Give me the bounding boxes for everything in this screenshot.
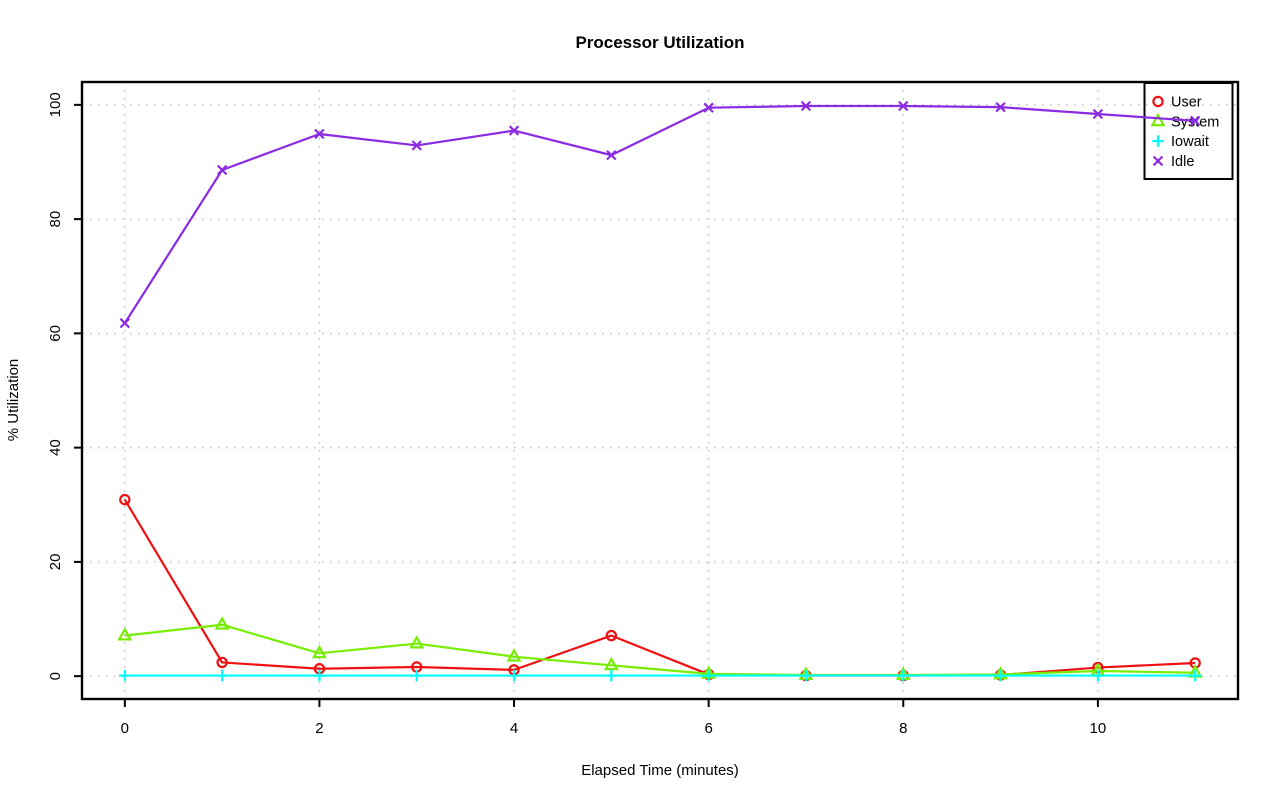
series-user-point (216, 656, 228, 669)
marker-x-2 (411, 140, 422, 151)
marker-x-2 (703, 102, 714, 113)
series-user-point (119, 493, 131, 506)
legend-marker-user (1152, 95, 1164, 108)
series-idle-point (800, 100, 812, 112)
series-iowait-point (1092, 669, 1104, 682)
y-tick-label: 40 (47, 439, 64, 456)
marker-triangle (506, 648, 522, 662)
x-tick-label: 2 (315, 720, 323, 737)
x-axis-ticks: 0 2 4 6 8 10 (121, 699, 1107, 737)
legend-marker-iowait (1152, 135, 1164, 147)
series-iowait-point (605, 669, 618, 682)
x-tick-label: 0 (121, 720, 129, 737)
marker-triangle (311, 644, 327, 659)
x-tick-label: 8 (899, 720, 907, 737)
x-axis-label: Elapsed Time (minutes) (581, 762, 739, 779)
series-idle-point (995, 101, 1006, 113)
series-idle-point (703, 102, 714, 113)
series-idle-point (898, 100, 909, 112)
marker-x-2 (800, 100, 812, 112)
marker-x-2 (508, 125, 520, 136)
plot-box (80, 80, 1240, 701)
series-iowait-point (508, 669, 520, 682)
marker-x-2 (1092, 108, 1104, 120)
marker-x-2 (119, 317, 130, 329)
marker-triangle (117, 627, 133, 641)
series-idle-point (1092, 108, 1104, 120)
series-layer (117, 100, 1203, 682)
marker-triangle (214, 616, 230, 630)
series-idle-point (606, 149, 617, 161)
marker-x-2 (1190, 115, 1201, 127)
series-idle-line (123, 104, 1196, 324)
legend-label-iowait: Iowait (1171, 134, 1209, 150)
series-iowait-point (216, 669, 228, 682)
marker-circle (216, 656, 228, 669)
series-system-point (603, 656, 619, 671)
y-axis-ticks: 0 20 40 60 80 100 (47, 92, 82, 680)
y-axis-label: % Utilization (5, 359, 22, 442)
series-iowait-point (119, 669, 131, 682)
marker-triangle (409, 635, 425, 649)
chart-title: Processor Utilization (575, 33, 744, 52)
series-iowait-point (994, 669, 1007, 682)
series-iowait-point (897, 669, 910, 682)
series-system-point (311, 644, 327, 659)
series-system-point (117, 627, 133, 641)
series-iowait-point (313, 669, 326, 682)
x-tick-label: 4 (510, 720, 518, 737)
legend-marker-system (1150, 112, 1166, 127)
marker-x-2 (606, 149, 617, 161)
marker-x-2 (216, 164, 228, 176)
series-idle-point (314, 128, 325, 140)
series-idle-point (508, 125, 520, 136)
marker-circle (605, 629, 618, 642)
series-idle-point (119, 317, 130, 329)
series-system-point (506, 648, 522, 662)
series-iowait-point (702, 669, 715, 682)
series-idle-point (411, 140, 422, 151)
marker-triangle (1150, 112, 1166, 127)
series-system-point (214, 616, 230, 630)
series-iowait-point (800, 669, 812, 682)
series-system-point (409, 635, 425, 649)
series-user-point (605, 629, 618, 642)
marker-x-2 (314, 128, 325, 140)
marker-circle (1152, 95, 1164, 108)
series-idle-point (216, 164, 228, 176)
series-iowait-point (1189, 669, 1201, 682)
series-user-line (123, 499, 1196, 677)
marker-circle (119, 493, 131, 506)
marker-triangle (603, 656, 619, 671)
series-iowait-point (410, 669, 423, 682)
series-system-line (124, 623, 1196, 677)
legend-box (1143, 82, 1234, 180)
x-tick-label: 10 (1090, 720, 1107, 737)
y-tick-label: 20 (47, 554, 64, 571)
marker-x-2 (995, 101, 1006, 113)
marker-x-2 (1152, 155, 1164, 167)
x-tick-label: 6 (704, 720, 712, 737)
y-tick-label: 80 (47, 211, 64, 228)
series-idle-point (1190, 115, 1201, 127)
y-tick-label: 60 (47, 325, 64, 342)
y-tick-label: 0 (47, 672, 64, 680)
legend-label-user: User (1171, 95, 1202, 111)
y-tick-label: 100 (47, 92, 64, 117)
gridlines (82, 82, 1238, 699)
marker-x-2 (898, 100, 909, 112)
legend-label-idle: Idle (1171, 154, 1194, 170)
legend-marker-idle (1152, 155, 1164, 167)
